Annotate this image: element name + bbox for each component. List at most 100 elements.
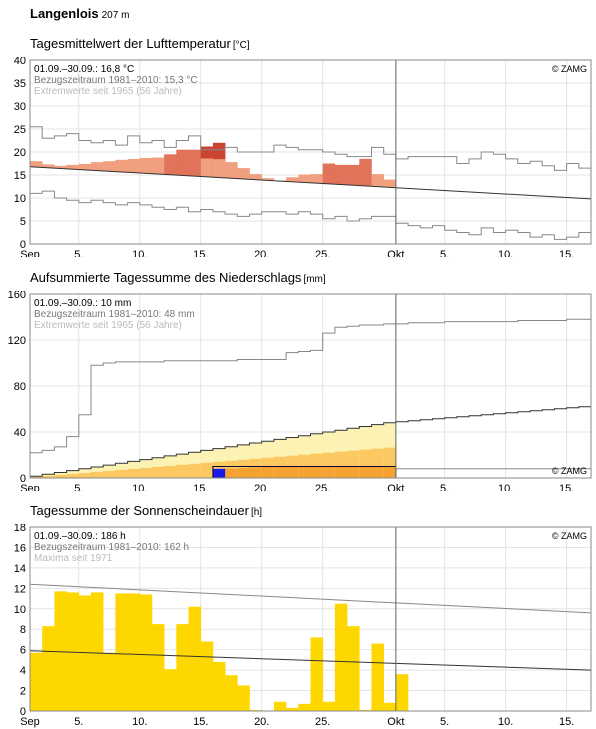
y-tick-label: 16 <box>14 542 26 554</box>
temperature-chart: 0 5 10 15 20 25 30 35 40 Sep 5. 10. 15. 20. 25. Okt 5. 10… <box>14 57 592 257</box>
temperature-anomaly-bar-warm <box>139 157 153 174</box>
x-tick-label: 5. <box>74 716 83 728</box>
sunshine-bar <box>78 595 92 711</box>
precip-observed-band <box>334 466 348 478</box>
temperature-anomaly-bar-warm <box>66 164 80 170</box>
sunshine-bar <box>30 652 43 711</box>
y-tick-label: 30 <box>14 101 26 113</box>
x-tick-label: 15. <box>559 249 574 257</box>
y-tick-label: 0 <box>20 473 26 485</box>
legend-reference: Bezugszeitraum 1981–2010: 162 h <box>34 542 189 553</box>
sunshine-bar <box>298 703 311 711</box>
precip-lower-band <box>200 462 214 478</box>
precip-normal-line <box>30 406 591 477</box>
temperature-anomaly-bar-warm <box>78 163 92 170</box>
sunshine-bar <box>127 593 141 711</box>
x-tick-label: 10. <box>498 716 513 728</box>
temperature-anomaly-bar-warm <box>225 162 238 179</box>
precipitation-chart: 0 40 80 120 160 Sep 5. 10. 15. 20. 25. Okt 5. 10. 15. 0… <box>8 291 592 491</box>
x-tick-label: 15. <box>193 483 208 491</box>
temperature-anomaly-bar-warm <box>103 161 116 172</box>
precip-lower-band <box>127 468 141 478</box>
precip-observed-band <box>359 466 372 478</box>
x-tick-label: 20. <box>254 249 269 257</box>
temperature-anomaly-bar-warm <box>127 158 141 173</box>
temperature-anomaly-bar-warm <box>249 174 263 180</box>
copyright-label: © ZAMG <box>552 466 587 476</box>
precip-extreme-max-line <box>30 318 591 454</box>
temperature-anomaly-bar-warm <box>310 174 323 184</box>
legend-extremes: Extremwerte seit 1965 (56 Jahre) <box>34 320 182 331</box>
precip-lower-band <box>66 473 80 478</box>
x-tick-label: 15. <box>559 483 574 491</box>
x-tick-label: 5. <box>440 716 449 728</box>
temperature-chart-title: Tagesmittelwert der Lufttemperatur [°C] <box>30 36 250 51</box>
temperature-anomaly-bar-warm-base <box>212 159 226 178</box>
precip-lower-band <box>54 474 67 478</box>
x-tick-label: 5. <box>74 483 83 491</box>
x-tick-label: 15. <box>193 249 208 257</box>
temperature-anomaly-bar-warm <box>151 157 165 175</box>
x-tick-label: Sep <box>20 483 40 491</box>
precip-lower-band <box>30 476 43 478</box>
x-tick-label: 15. <box>559 716 574 728</box>
y-tick-label: 0 <box>20 239 26 251</box>
precip-observed-band <box>225 468 238 478</box>
x-tick-label: 25. <box>315 716 330 728</box>
precip-observed-band <box>273 466 287 478</box>
sunshine-bar <box>383 702 397 711</box>
precip-observed-band <box>249 467 263 478</box>
temperature-anomaly-bar-warm <box>347 164 360 186</box>
precip-lower-band <box>115 469 128 478</box>
sunshine-bar <box>347 626 360 711</box>
sunshine-bar <box>151 624 165 711</box>
x-tick-label: 5. <box>440 249 449 257</box>
station-name: Langenlois <box>30 6 99 21</box>
sunshine-bar <box>359 709 372 711</box>
temperature-extreme-max-line <box>30 126 591 171</box>
temperature-anomaly-bar-warm <box>298 174 311 183</box>
x-tick-label: 5. <box>440 483 449 491</box>
legend-extremes: Extremwerte seit 1965 (56 Jahre) <box>34 86 182 97</box>
temperature-anomaly-bar-warm <box>237 168 250 179</box>
sunshine-bar <box>310 637 323 711</box>
sunshine-bar <box>176 624 189 711</box>
precip-observed-band <box>261 466 275 478</box>
temperature-anomaly-bar-warm <box>359 158 372 186</box>
precip-observed-band <box>310 466 323 478</box>
temperature-anomaly-bar-warm <box>115 159 128 172</box>
sunshine-bar <box>54 591 67 711</box>
sunshine-unit: [h] <box>250 507 263 518</box>
legend-reference: Bezugszeitraum 1981–2010: 15,3 °C <box>34 75 198 86</box>
station-title: Langenlois 207 m <box>30 6 129 21</box>
precip-lower-band <box>42 475 55 478</box>
x-tick-label: 15. <box>193 716 208 728</box>
temperature-title-text: Tagesmittelwert der Lufttemperatur <box>30 36 231 51</box>
sunshine-bar <box>103 652 116 711</box>
x-tick-label: 20. <box>254 483 269 491</box>
x-tick-label: 25. <box>315 483 330 491</box>
sunshine-title-text: Tagessumme der Sonnenscheindauer <box>30 503 249 518</box>
plot-frame <box>29 293 592 479</box>
y-tick-label: 12 <box>14 583 26 595</box>
legend-current: 01.09.–30.09.: 16,8 °C <box>34 64 134 75</box>
y-tick-label: 5 <box>20 216 26 228</box>
sunshine-normal-line <box>29 650 592 671</box>
y-tick-label: 25 <box>14 124 26 136</box>
sunshine-bar <box>322 701 336 711</box>
precip-observed-band <box>237 468 250 478</box>
x-tick-label: 25. <box>315 249 330 257</box>
sunshine-bar <box>115 593 128 711</box>
x-tick-label: Sep <box>20 716 40 728</box>
y-tick-label: 6 <box>20 645 26 657</box>
sunshine-bar <box>334 603 348 711</box>
sunshine-bar <box>139 594 153 711</box>
precip-lower-band <box>139 467 153 478</box>
temperature-anomaly-bar-warm <box>42 164 55 168</box>
sunshine-bar <box>237 685 250 711</box>
x-tick-label: 10. <box>498 249 513 257</box>
precip-lower-band <box>103 470 116 478</box>
sunshine-bar <box>212 661 226 711</box>
precip-lower-band <box>90 471 104 478</box>
temperature-anomaly-bar-warm <box>164 154 177 175</box>
